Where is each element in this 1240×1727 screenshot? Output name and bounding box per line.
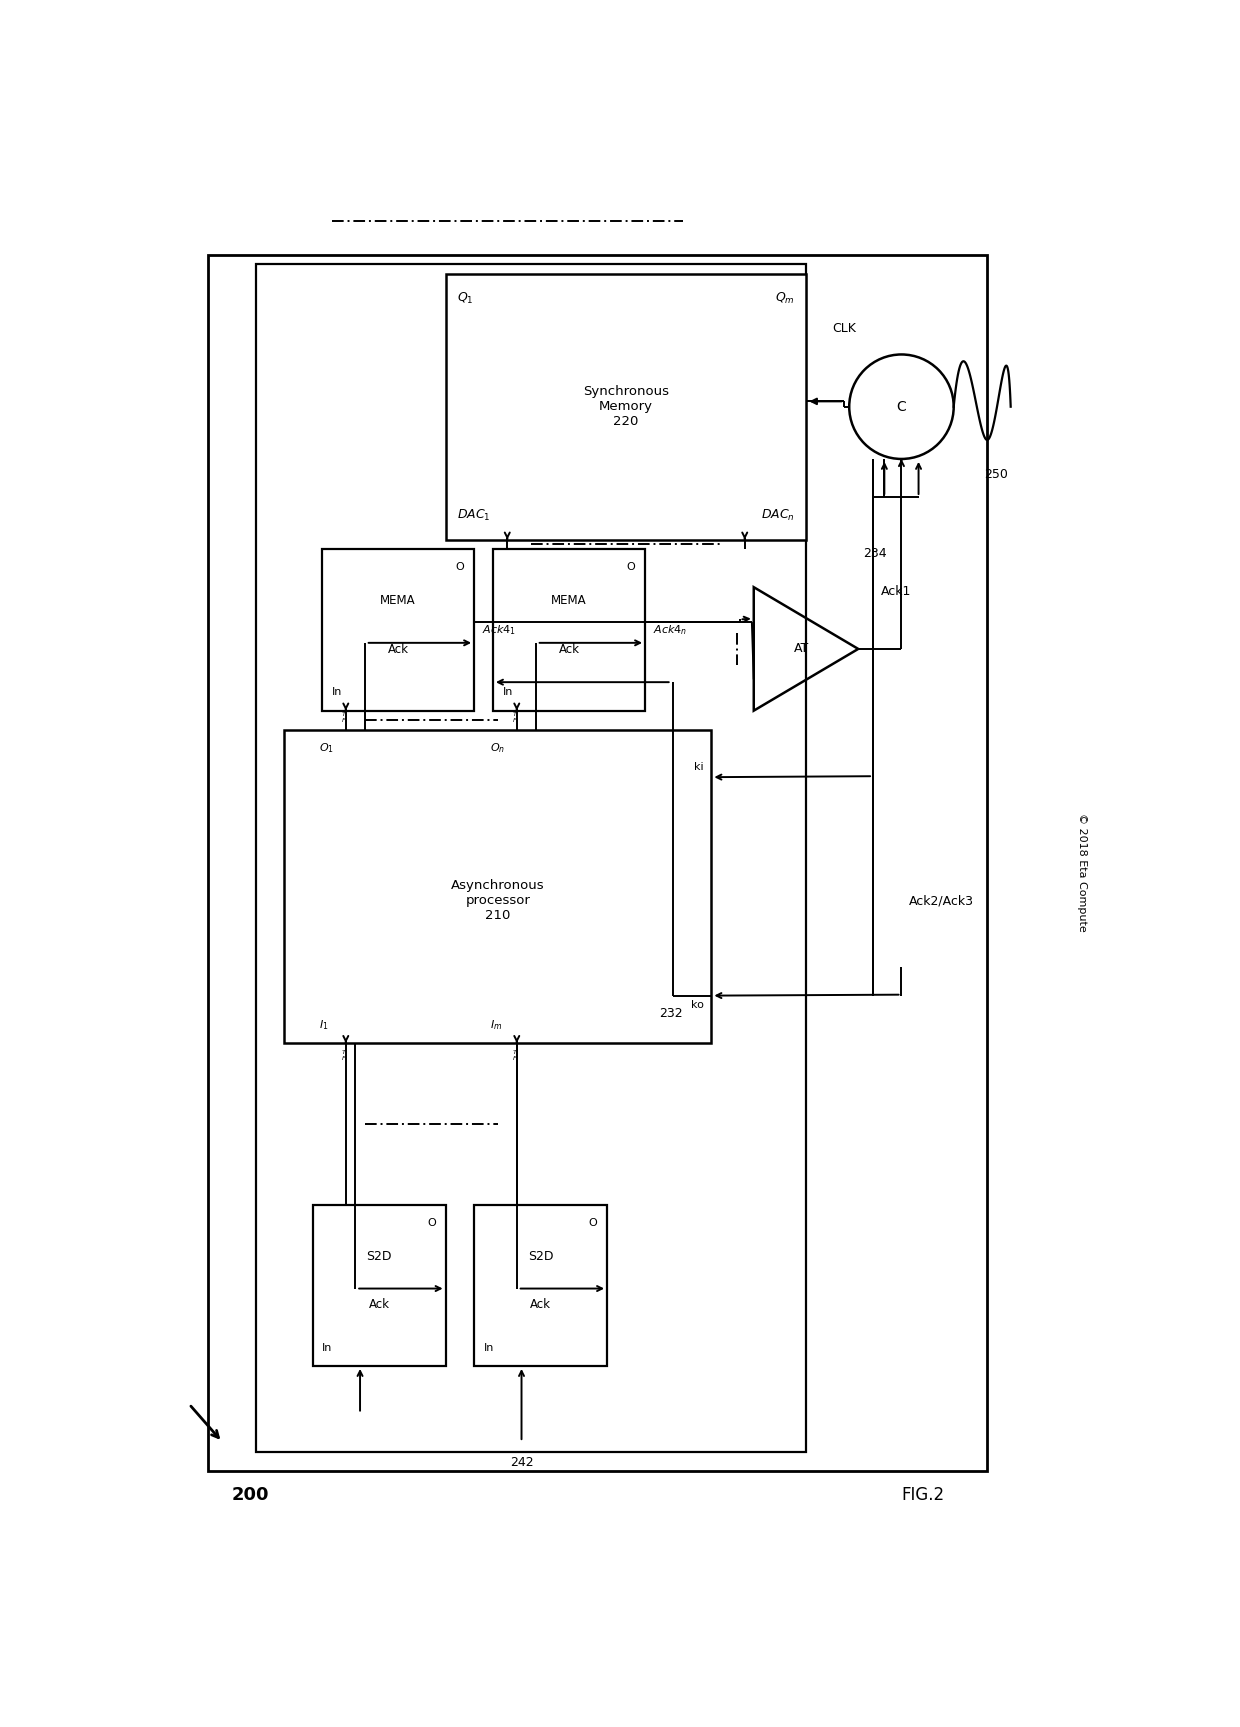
Text: © 2018 Eta Compute: © 2018 Eta Compute (1076, 813, 1087, 931)
Bar (494, 549, 645, 712)
Text: O: O (589, 1218, 598, 1228)
Text: C: C (897, 399, 906, 414)
Text: O: O (428, 1218, 436, 1228)
Text: O: O (456, 563, 465, 572)
Bar (474, 1205, 608, 1366)
Text: $I_m$: $I_m$ (490, 1017, 502, 1031)
Text: Ack: Ack (368, 1299, 389, 1311)
Text: $DAC_n$: $DAC_n$ (761, 508, 795, 523)
Bar (445, 275, 806, 541)
Text: $Ack4_n$: $Ack4_n$ (652, 623, 687, 637)
Text: O: O (626, 563, 635, 572)
Text: In: In (322, 1344, 332, 1352)
Text: S2D: S2D (366, 1250, 392, 1262)
Text: Ack: Ack (529, 1299, 551, 1311)
Text: Ack: Ack (388, 642, 408, 656)
Text: Ack2/Ack3: Ack2/Ack3 (909, 895, 975, 907)
Text: Asynchronous
processor
210: Asynchronous processor 210 (451, 879, 544, 922)
Text: Ack1: Ack1 (880, 585, 911, 599)
Text: MEMA: MEMA (381, 594, 415, 608)
Text: $Q_1$: $Q_1$ (456, 290, 474, 306)
Text: $Ack4_1$: $Ack4_1$ (481, 623, 516, 637)
Text: 200: 200 (232, 1485, 269, 1504)
Text: $DAC_1$: $DAC_1$ (456, 508, 491, 523)
Bar (208, 256, 987, 1471)
Text: AT: AT (794, 642, 810, 656)
Text: FIG.2: FIG.2 (901, 1485, 945, 1504)
Text: Ack: Ack (558, 642, 579, 656)
Text: $^T_F$: $^T_F$ (341, 1048, 347, 1062)
Text: CLK: CLK (832, 323, 857, 335)
Text: $^T_F$: $^T_F$ (512, 1048, 518, 1062)
Bar (284, 731, 712, 1043)
Text: 232: 232 (660, 1007, 683, 1021)
Text: In: In (331, 687, 342, 698)
Text: 250: 250 (985, 468, 1008, 482)
Text: 234: 234 (863, 547, 887, 561)
Text: $O_n$: $O_n$ (490, 741, 506, 755)
Text: $I_1$: $I_1$ (319, 1017, 329, 1031)
Text: $^T_F$: $^T_F$ (341, 710, 347, 725)
Text: 242: 242 (510, 1456, 533, 1470)
Text: In: In (502, 687, 513, 698)
Text: S2D: S2D (528, 1250, 553, 1262)
Text: ki: ki (694, 762, 704, 772)
Text: Synchronous
Memory
220: Synchronous Memory 220 (583, 385, 670, 428)
Bar (312, 1205, 445, 1366)
Text: $O_1$: $O_1$ (319, 741, 335, 755)
Bar (255, 264, 806, 1451)
Text: $Q_m$: $Q_m$ (775, 290, 795, 306)
Text: $^T_F$: $^T_F$ (512, 710, 518, 725)
Bar (322, 549, 474, 712)
Text: In: In (484, 1344, 494, 1352)
Text: ko: ko (691, 1000, 704, 1010)
Text: MEMA: MEMA (552, 594, 587, 608)
